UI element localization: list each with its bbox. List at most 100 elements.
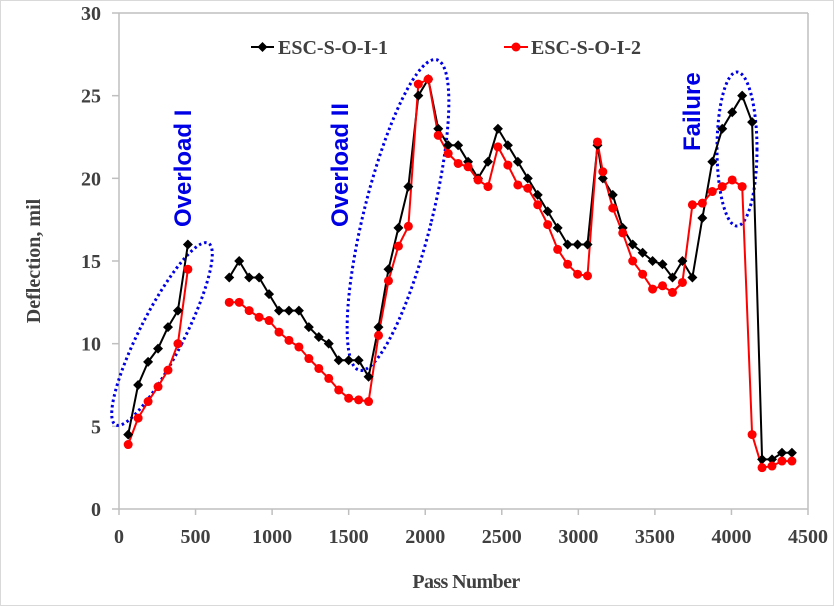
y-tick-label: 5 <box>91 416 101 438</box>
series-2-point <box>767 461 777 471</box>
series-2-point <box>563 259 573 269</box>
series-2-point <box>598 167 608 177</box>
series-1-point <box>657 259 668 270</box>
series-1-point <box>244 272 255 283</box>
series-2-point <box>413 79 423 89</box>
series-1-point <box>707 156 718 167</box>
series-2-point <box>727 175 737 185</box>
series-1-point <box>522 173 533 184</box>
series-1-point <box>607 189 618 200</box>
legend: ESC-S-O-I-1 ESC-S-O-I-2 <box>251 37 641 59</box>
series-2-point <box>573 269 583 279</box>
series-1-point <box>572 239 583 250</box>
series-2-point <box>453 158 463 168</box>
series-1-point <box>492 123 503 134</box>
legend-item-series-2: ESC-S-O-I-2 <box>504 37 641 59</box>
series-2-point <box>374 330 384 340</box>
series-2-point <box>254 312 264 322</box>
series-2-point <box>747 430 757 440</box>
series-1-point <box>403 181 414 192</box>
series-2-point <box>123 440 133 450</box>
series-1-point <box>727 107 738 118</box>
annotation-overload-1: Overload I <box>170 110 197 227</box>
series-1-point <box>433 123 444 134</box>
series-2-point <box>183 264 193 274</box>
series-1-point <box>776 447 787 458</box>
series-1-point <box>512 156 523 167</box>
series-2-point <box>403 221 413 231</box>
series-2-point <box>543 220 553 230</box>
series-1-point <box>363 371 374 382</box>
series-1-point <box>443 140 454 151</box>
series-2-point <box>324 373 334 383</box>
series-2-point <box>592 137 602 147</box>
series-2-point <box>354 395 364 405</box>
series-1-point <box>143 356 154 367</box>
series-2-point <box>473 175 483 185</box>
series-1-point <box>343 355 354 366</box>
x-tick-label: 3000 <box>558 526 598 548</box>
y-tick-label: 10 <box>81 334 101 356</box>
annotation-failure: Failure <box>679 72 706 151</box>
failure-ellipse <box>715 70 759 228</box>
series-1-point <box>133 380 144 390</box>
series-markers <box>123 74 797 473</box>
series-1-point <box>767 454 778 465</box>
series-1-point <box>182 239 193 250</box>
legend-item-series-1: ESC-S-O-I-1 <box>251 37 388 59</box>
series-1-point <box>627 239 638 250</box>
overload-2-ellipse <box>345 58 451 372</box>
series-2-point <box>364 397 374 407</box>
series-2-point <box>757 463 767 473</box>
series-1-point <box>542 206 553 217</box>
series-2-point <box>294 342 304 352</box>
x-tick-label: 4000 <box>711 526 751 548</box>
series-1-point <box>234 256 245 266</box>
series-2-point <box>153 382 163 392</box>
x-tick-label: 1000 <box>252 526 292 548</box>
series-1-point <box>172 305 183 316</box>
series-2-point <box>523 183 533 193</box>
series-2-point <box>264 316 274 326</box>
series-2-point <box>787 456 797 466</box>
series-1-point <box>353 355 364 366</box>
series-2-point <box>133 413 143 423</box>
series-1-point <box>153 343 164 354</box>
x-tick-label: 2500 <box>482 526 522 548</box>
series-1-point <box>254 272 265 283</box>
series-2-point <box>314 363 324 373</box>
y-tick-label: 0 <box>91 499 101 521</box>
series-2-point <box>777 456 787 466</box>
series-2-point <box>433 130 443 140</box>
series-2-point <box>224 297 234 307</box>
x-tick-label: 500 <box>181 526 211 548</box>
series-2-point <box>423 74 433 84</box>
series-2-point <box>697 198 707 208</box>
series-1-point <box>562 239 573 250</box>
series-1-point <box>224 272 235 283</box>
series-1-point <box>552 222 563 233</box>
series-1-point <box>383 264 394 275</box>
series-1-point <box>717 123 728 134</box>
series-2-point <box>553 244 563 254</box>
series-2-point <box>344 393 354 403</box>
series-2-point <box>503 160 513 170</box>
series-2-point <box>244 306 254 316</box>
series-1-point <box>637 247 648 258</box>
y-tick-labels: 0 5 10 15 20 25 30 <box>81 3 101 521</box>
series-1-point <box>162 322 173 333</box>
series-1-point <box>532 189 543 200</box>
annotation-overload-2: Overload II <box>327 103 354 227</box>
series-1-point <box>453 140 464 151</box>
x-tick-label: 1500 <box>329 526 369 548</box>
x-tick-label: 3500 <box>635 526 675 548</box>
series-1-point <box>293 305 304 316</box>
y-tick-label: 25 <box>81 86 101 108</box>
series-2-point <box>717 182 727 192</box>
series-2-point <box>493 142 503 152</box>
series-1-point <box>323 338 334 349</box>
series-1-point <box>482 156 493 167</box>
y-tick-label: 15 <box>81 251 101 273</box>
series-1-line-segment-2 <box>228 78 792 461</box>
series-2-point <box>274 327 284 337</box>
